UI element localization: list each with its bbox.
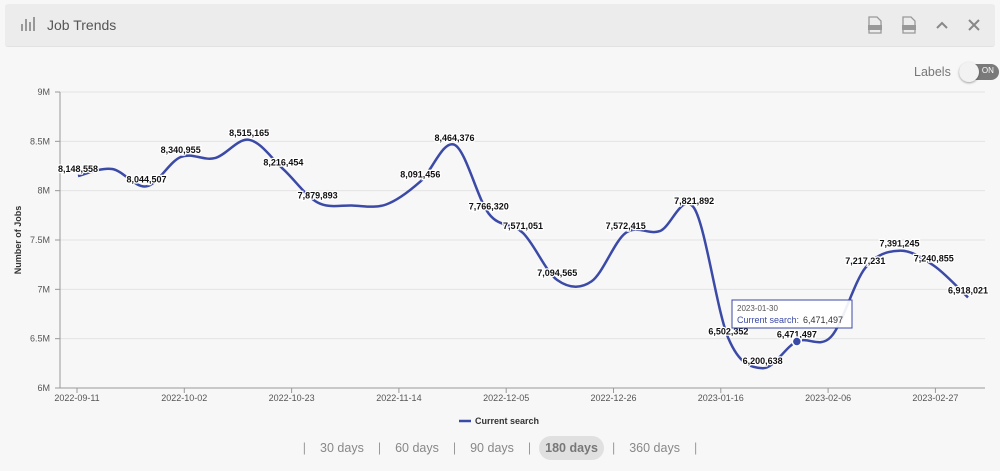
range-separator: | xyxy=(302,441,307,455)
tooltip-value: 6,471,497 xyxy=(803,315,843,325)
data-label: 8,515,165 xyxy=(229,128,269,138)
y-axis-label: Number of Jobs xyxy=(13,206,23,275)
collapse-chevron-up-icon[interactable] xyxy=(932,15,952,35)
labels-toggle-label: Labels xyxy=(914,65,951,79)
tooltip-date: 2023-01-30 xyxy=(737,304,778,313)
range-separator: | xyxy=(693,441,698,455)
data-label: 7,571,051 xyxy=(503,221,543,231)
data-label: 8,216,454 xyxy=(263,157,303,167)
range-separator: | xyxy=(377,441,382,455)
data-label: 8,340,955 xyxy=(161,145,201,155)
series-line-current-search xyxy=(77,138,969,370)
range-option-60-days[interactable]: 60 days xyxy=(395,441,439,455)
y-tick-label: 8M xyxy=(37,186,50,196)
y-tick-label: 6M xyxy=(37,383,50,393)
y-tick-label: 8.5M xyxy=(30,136,50,146)
data-label: 7,094,565 xyxy=(537,268,577,278)
data-label: 7,821,892 xyxy=(674,196,714,206)
tooltip-box xyxy=(731,299,853,329)
x-tick-label: 2022-12-26 xyxy=(590,393,636,403)
close-icon[interactable] xyxy=(964,15,984,35)
range-separator: | xyxy=(452,441,457,455)
x-tick-label: 2022-10-02 xyxy=(161,393,207,403)
y-tick-label: 9M xyxy=(37,87,50,97)
data-label: 6,471,497 xyxy=(777,329,817,339)
range-separator: | xyxy=(611,441,616,455)
panel-header: Job Trends xyxy=(5,4,995,47)
switch-knob xyxy=(958,62,979,82)
data-point-hovered xyxy=(791,336,803,347)
tooltip-series-label: Current search: xyxy=(737,315,799,325)
data-label: 7,572,415 xyxy=(606,221,646,231)
range-selector: | 30 days | 60 days | 90 days | 180 days | 360 da… xyxy=(0,436,1000,460)
data-label: 8,044,507 xyxy=(126,174,166,184)
data-label: 7,240,855 xyxy=(914,254,954,264)
y-tick-label: 7.5M xyxy=(30,235,50,245)
data-label: 7,217,231 xyxy=(845,256,885,266)
x-tick-label: 2022-12-05 xyxy=(483,393,529,403)
data-label: 7,879,893 xyxy=(298,191,338,201)
range-option-180-days[interactable]: 180 days xyxy=(539,436,604,460)
legend-label: Current search xyxy=(475,416,539,426)
data-label: 6,918,021 xyxy=(948,285,988,295)
range-option-30-days[interactable]: 30 days xyxy=(320,441,364,455)
panel-title: Job Trends xyxy=(47,17,117,33)
x-tick-label: 2023-02-27 xyxy=(912,393,958,403)
x-tick-label: 2022-11-14 xyxy=(376,393,421,403)
x-tick-label: 2022-09-11 xyxy=(54,393,99,403)
bar-chart-icon xyxy=(20,16,36,37)
data-label: 8,464,376 xyxy=(435,133,475,143)
range-separator: | xyxy=(527,441,532,455)
switch-state: ON xyxy=(981,66,994,75)
png-export-icon[interactable] xyxy=(865,15,885,35)
labels-toggle: Labels ON xyxy=(914,62,999,82)
data-label: 8,091,456 xyxy=(400,170,440,180)
y-tick-label: 7M xyxy=(37,284,50,294)
range-option-360-days[interactable]: 360 days xyxy=(629,441,680,455)
data-label: 7,766,320 xyxy=(469,202,509,212)
range-option-90-days[interactable]: 90 days xyxy=(470,441,514,455)
x-tick-label: 2023-01-16 xyxy=(698,393,744,403)
csv-export-icon[interactable] xyxy=(899,15,919,35)
x-tick-label: 2023-02-06 xyxy=(805,393,851,403)
y-tick-label: 6.5M xyxy=(30,334,50,344)
x-tick-label: 2022-10-23 xyxy=(269,393,315,403)
data-label: 7,391,245 xyxy=(880,239,920,249)
labels-switch[interactable]: ON xyxy=(958,62,999,82)
data-label: 8,148,558 xyxy=(58,164,98,174)
data-label: 6,200,638 xyxy=(743,356,783,366)
